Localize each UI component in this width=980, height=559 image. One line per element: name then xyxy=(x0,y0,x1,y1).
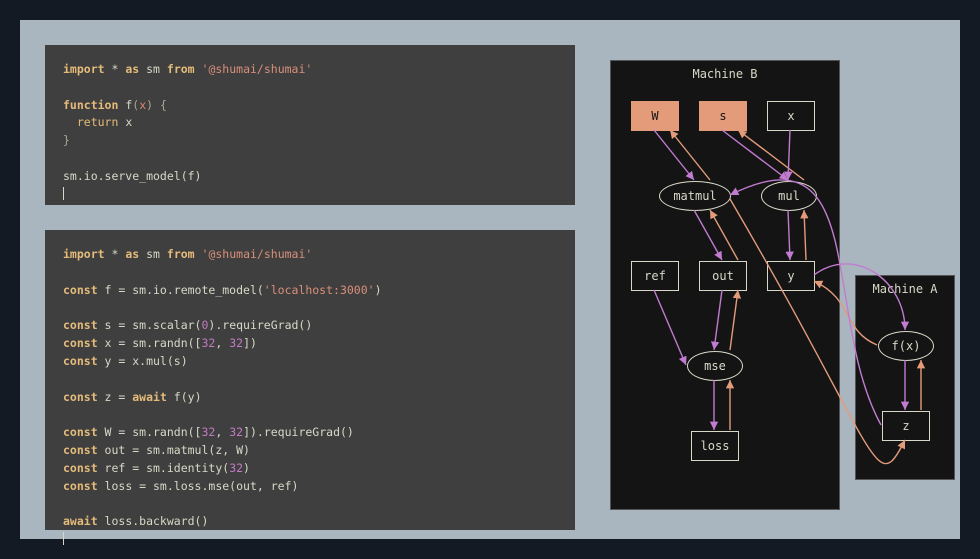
node-z: z xyxy=(882,411,930,441)
machine-b: Machine B Wsx matmul mul refouty mse loss xyxy=(610,60,840,510)
machine-a-title: Machine A xyxy=(856,282,954,296)
code-panel-client: import * as sm from '@shumai/shumai' con… xyxy=(45,230,575,530)
node-out: out xyxy=(699,261,747,291)
canvas: import * as sm from '@shumai/shumai' fun… xyxy=(20,20,960,539)
machine-a: Machine A f(x) z xyxy=(855,275,955,480)
node-y: y xyxy=(767,261,815,291)
node-W: W xyxy=(631,101,679,131)
node-ref: ref xyxy=(631,261,679,291)
node-loss: loss xyxy=(691,431,739,461)
node-fx: f(x) xyxy=(878,331,934,361)
node-matmul: matmul xyxy=(659,181,731,211)
machine-b-title: Machine B xyxy=(611,67,839,81)
node-x: x xyxy=(767,101,815,131)
node-mul: mul xyxy=(761,181,817,211)
code-panel-server: import * as sm from '@shumai/shumai' fun… xyxy=(45,45,575,205)
node-s: s xyxy=(699,101,747,131)
node-mse: mse xyxy=(687,351,743,381)
